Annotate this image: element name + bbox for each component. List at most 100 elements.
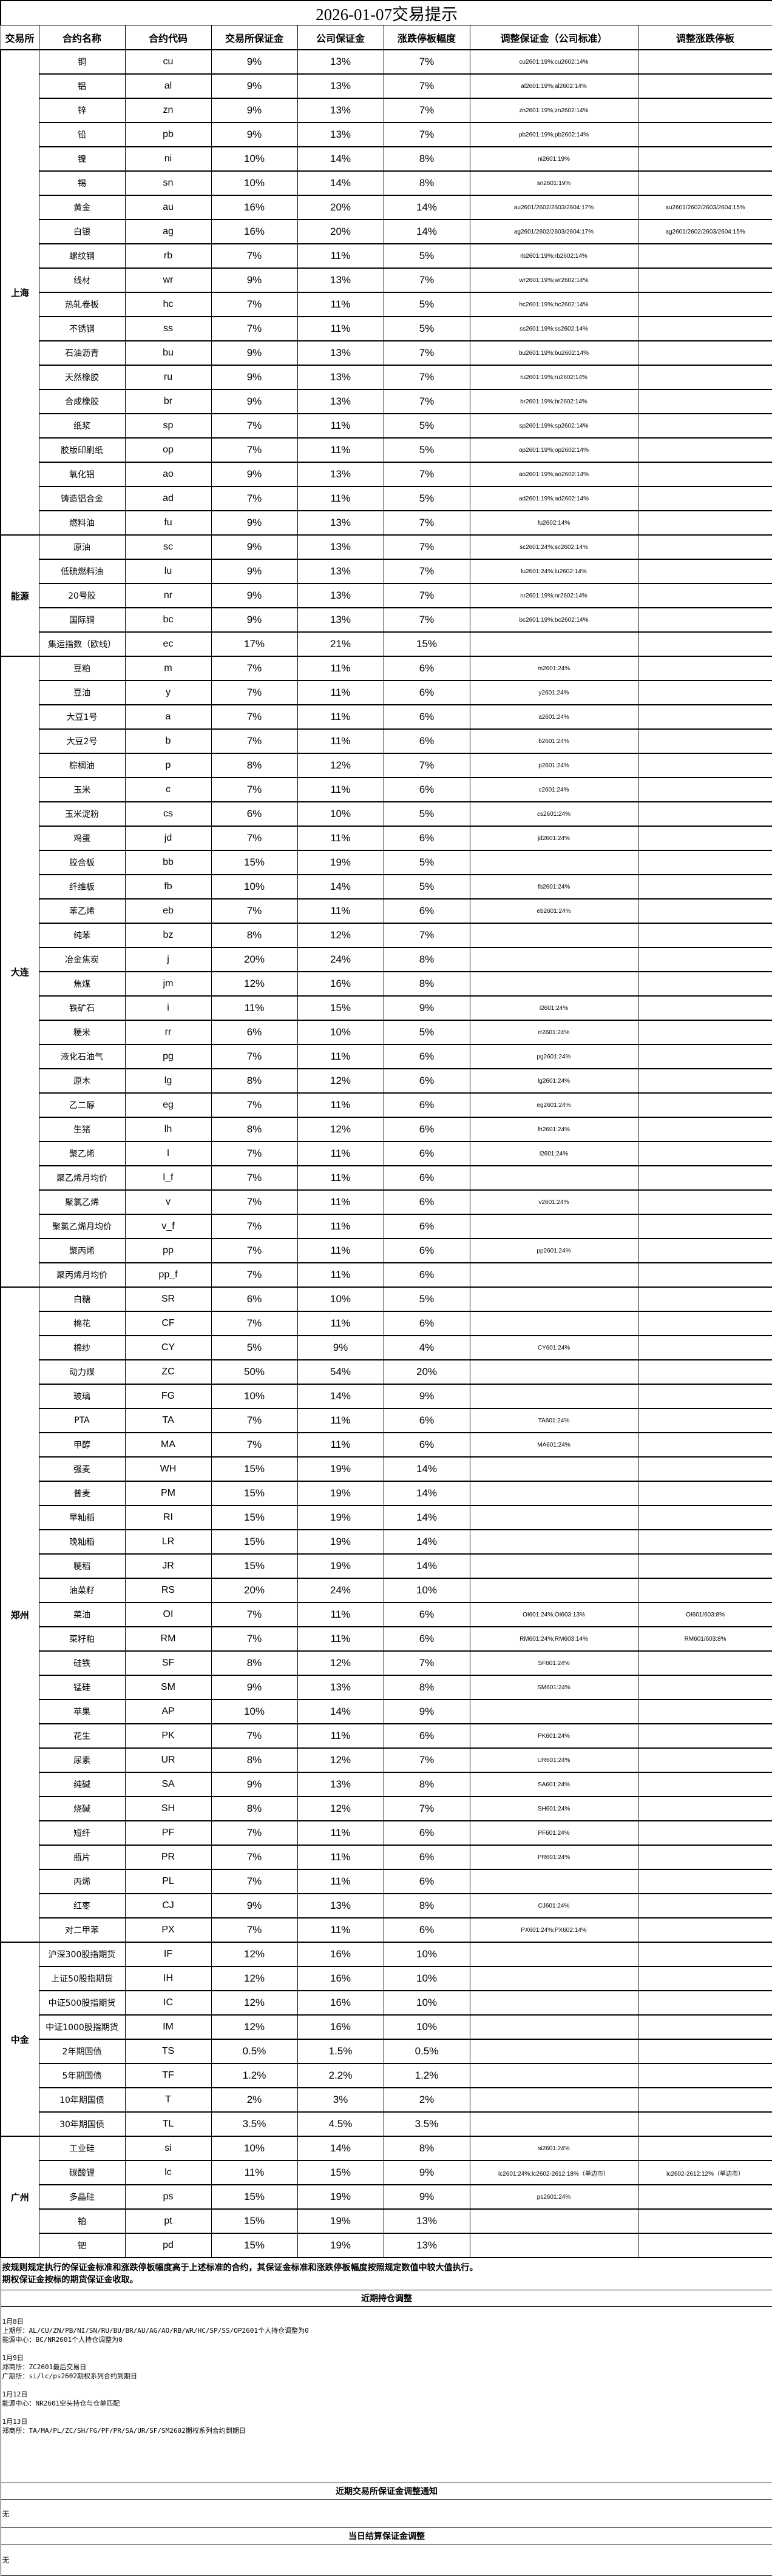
price-limit: 14%	[384, 220, 470, 244]
contract-code: si	[125, 2136, 211, 2161]
adjusted-margin	[470, 1214, 638, 1239]
adjusted-margin: i2601:24%	[470, 996, 638, 1020]
exchange-margin: 6%	[211, 1287, 297, 1311]
company-margin: 19%	[297, 2233, 384, 2258]
adjusted-margin	[470, 1457, 638, 1481]
adjusted-margin	[470, 2015, 638, 2039]
exchange-margin: 10%	[211, 147, 297, 171]
adjusted-margin: CY601:24%	[470, 1336, 638, 1360]
price-limit: 14%	[384, 1505, 470, 1530]
adjusted-limit	[638, 875, 772, 899]
position-adjust-line: 能源中心：BC/NR2601个人持仓调整为0	[2, 2335, 771, 2344]
company-margin: 11%	[297, 729, 384, 753]
adjusted-limit	[638, 996, 772, 1020]
contract-code: MA	[125, 1433, 211, 1457]
price-limit: 14%	[384, 1457, 470, 1481]
rules-note-line1: 按规则规定执行的保证金标准和涨跌停板幅度高于上述标准的合约，其保证金标准和涨跌停…	[2, 2262, 772, 2274]
adjusted-limit	[638, 1117, 772, 1142]
contract-code: zn	[125, 98, 211, 123]
company-margin: 13%	[297, 608, 384, 632]
company-margin: 11%	[297, 1869, 384, 1894]
contract-name: 工业硅	[39, 2136, 125, 2161]
company-margin: 1.5%	[297, 2039, 384, 2063]
contract-name: 线材	[39, 268, 125, 292]
price-limit: 5%	[384, 875, 470, 899]
price-limit: 10%	[384, 1942, 470, 1966]
price-limit: 20%	[384, 1360, 470, 1384]
price-limit: 6%	[384, 778, 470, 802]
page-title: 2026-01-07交易提示	[1, 1, 772, 25]
adjusted-margin: wr2601:19%;wr2602:14%	[470, 268, 638, 292]
contract-code: lc	[125, 2161, 211, 2185]
contract-code: cu	[125, 50, 211, 74]
contract-code: v_f	[125, 1214, 211, 1239]
adjusted-margin: lh2601:24%	[470, 1117, 638, 1142]
company-margin: 19%	[297, 1530, 384, 1554]
exchange-margin: 10%	[211, 1700, 297, 1724]
exchange-margin: 7%	[211, 1311, 297, 1336]
adjusted-margin	[470, 1966, 638, 1991]
price-limit: 8%	[384, 1772, 470, 1797]
exchange-margin: 12%	[211, 1966, 297, 1991]
contract-name: 菜籽粕	[39, 1627, 125, 1651]
adjusted-limit	[638, 1384, 772, 1408]
adjusted-margin: si2601:24%	[470, 2136, 638, 2161]
adjusted-limit	[638, 1360, 772, 1384]
exchange-margin: 7%	[211, 244, 297, 268]
price-limit: 6%	[384, 1190, 470, 1214]
contract-name: 铜	[39, 50, 125, 74]
price-limit: 6%	[384, 1724, 470, 1748]
adjusted-margin: l2601:24%	[470, 1142, 638, 1166]
adjusted-limit	[638, 1651, 772, 1675]
header-company-margin: 公司保证金	[297, 25, 384, 50]
contract-name: 早籼稻	[39, 1505, 125, 1530]
adjusted-limit	[638, 414, 772, 438]
company-margin: 11%	[297, 778, 384, 802]
contract-code: PK	[125, 1724, 211, 1748]
exchange-margin: 7%	[211, 1869, 297, 1894]
exchange-margin: 16%	[211, 220, 297, 244]
adjusted-margin: ad2601:19%;ad2602:14%	[470, 486, 638, 511]
company-margin: 11%	[297, 1311, 384, 1336]
price-limit: 5%	[384, 317, 470, 341]
price-limit: 13%	[384, 2233, 470, 2258]
price-limit: 7%	[384, 74, 470, 98]
exchange-margin: 7%	[211, 317, 297, 341]
exchange-margin: 15%	[211, 1554, 297, 1578]
contract-code: ZC	[125, 1360, 211, 1384]
adjusted-limit	[638, 826, 772, 850]
company-margin: 10%	[297, 802, 384, 826]
price-limit: 6%	[384, 1093, 470, 1117]
contract-name: 10年期国债	[39, 2088, 125, 2112]
contract-code: WH	[125, 1457, 211, 1481]
position-adjust-block: 1月8日上期所：AL/CU/ZN/PB/NI/SN/RU/BU/BR/AU/AG…	[2, 2317, 771, 2344]
company-margin: 19%	[297, 2209, 384, 2233]
price-limit: 5%	[384, 1020, 470, 1044]
company-margin: 11%	[297, 1214, 384, 1239]
contract-name: 国际铜	[39, 608, 125, 632]
exchange-margin: 9%	[211, 50, 297, 74]
contract-name: 聚乙烯	[39, 1142, 125, 1166]
contract-code: p	[125, 753, 211, 778]
price-limit: 7%	[384, 1797, 470, 1821]
price-limit: 6%	[384, 1821, 470, 1845]
contract-name: 锡	[39, 171, 125, 195]
contract-code: cs	[125, 802, 211, 826]
price-limit: 6%	[384, 1845, 470, 1869]
adjusted-limit	[638, 1481, 772, 1505]
contract-code: SH	[125, 1797, 211, 1821]
adjusted-margin: v2601:24%	[470, 1190, 638, 1214]
contract-name: 纯苯	[39, 923, 125, 947]
company-margin: 13%	[297, 268, 384, 292]
contract-code: fu	[125, 511, 211, 535]
